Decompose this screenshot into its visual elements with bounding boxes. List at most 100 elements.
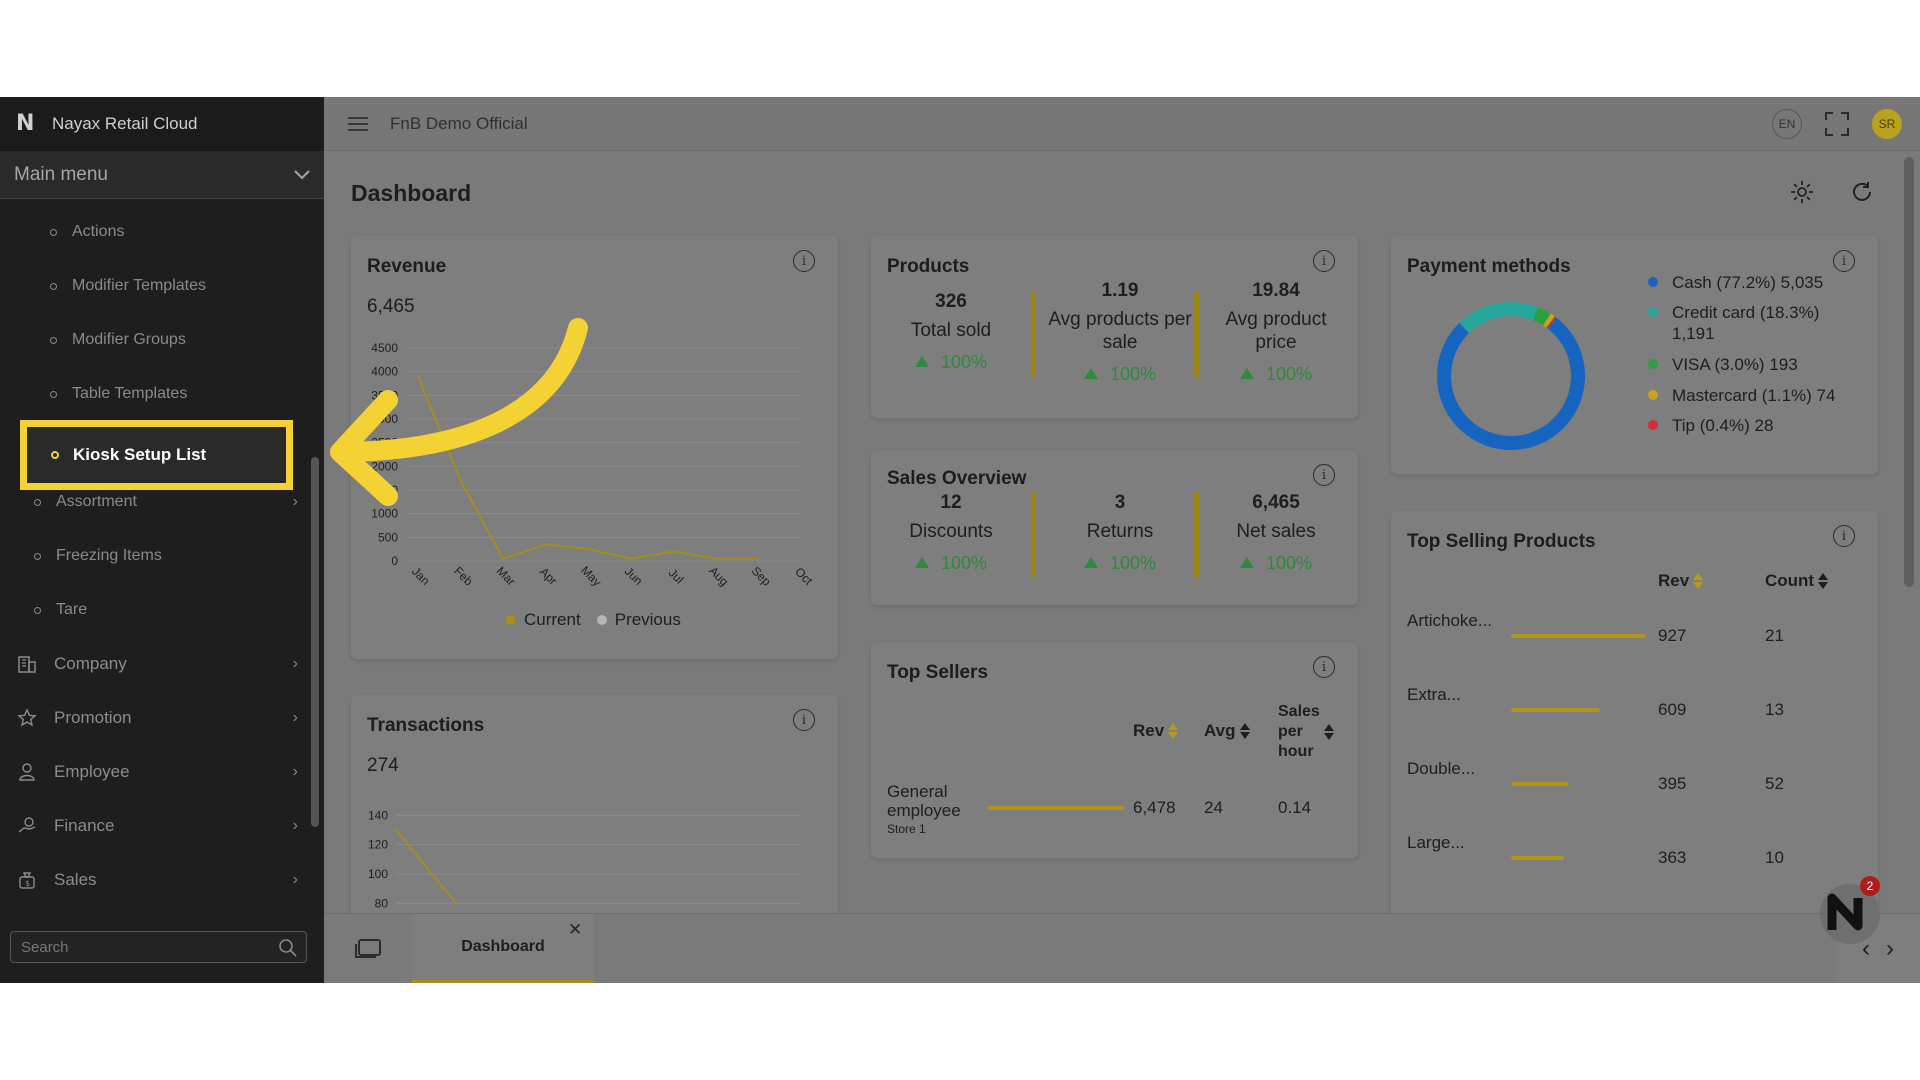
chevron-left-icon[interactable]: ‹ [1862, 935, 1870, 962]
info-icon[interactable]: i [1833, 525, 1855, 547]
sidebar-item-employee[interactable]: Employee › [0, 745, 310, 799]
info-icon[interactable]: i [1313, 656, 1335, 678]
menu-item-modifier-groups[interactable]: Modifier Groups [0, 313, 310, 367]
menu-item-kiosk-setup-list[interactable]: Kiosk Setup List [20, 420, 293, 490]
chevron-right-icon: › [292, 763, 298, 780]
sidebar-scrollbar[interactable] [311, 457, 319, 827]
product-rev-bar [1511, 782, 1569, 786]
search-icon[interactable] [278, 938, 298, 958]
stat-avg-product-price: 19.84 Avg product price 100% [1225, 280, 1327, 384]
chevron-right-icon[interactable]: › [1886, 935, 1894, 962]
sidebar-item-label: Sales [54, 870, 97, 889]
bullet-icon [34, 498, 41, 506]
donut-slice [1543, 313, 1555, 328]
legend-credit-card[interactable]: Credit card (18.3%) 1,191 [1648, 302, 1858, 344]
seller-rev: 6,478 [1133, 798, 1176, 817]
x-tick-label: Aug [706, 564, 731, 589]
main-menu-toggle[interactable]: Main menu [0, 151, 324, 199]
gear-icon[interactable] [1790, 180, 1814, 204]
user-avatar[interactable]: SR [1872, 109, 1902, 139]
column-header-count[interactable]: Count [1765, 571, 1829, 591]
refresh-icon[interactable] [1850, 180, 1874, 204]
sidebar-item-finance[interactable]: Finance › [0, 799, 310, 853]
x-tick-label: May [578, 563, 604, 589]
series-line-current [395, 829, 457, 904]
seller-store: Store 1 [887, 822, 926, 836]
menu-item-label: Table Templates [72, 385, 188, 402]
top-bar: FnB Demo Official EN SR [324, 97, 1920, 151]
up-arrow-icon [1083, 368, 1098, 379]
product-rev: 927 [1658, 626, 1687, 645]
windows-icon[interactable] [354, 938, 382, 960]
sort-icon [1693, 573, 1704, 589]
x-tick-label: Mar [494, 564, 519, 589]
info-icon[interactable]: i [1313, 464, 1335, 486]
donut-slice [1546, 316, 1557, 329]
sidebar-item-company[interactable]: Company › [0, 637, 310, 691]
sidebar-item-label: Company [54, 654, 127, 673]
sort-icon [1818, 573, 1829, 589]
info-icon[interactable]: i [1313, 250, 1335, 272]
column-header-avg[interactable]: Avg [1204, 721, 1250, 741]
stat-divider [1194, 292, 1199, 378]
product-rev: 395 [1658, 774, 1687, 793]
menu-item-assortment[interactable]: Assortment › [0, 475, 310, 529]
stat-divider [1194, 492, 1199, 578]
sidebar-item-label: Employee [54, 762, 130, 781]
column-header-rev[interactable]: Rev [1658, 571, 1704, 591]
menu-item-freezing-items[interactable]: Freezing Items [0, 529, 310, 583]
donut-slice [1437, 317, 1585, 450]
y-tick-label: 4500 [371, 341, 398, 355]
chevron-down-icon [294, 169, 310, 179]
sidebar-search-input[interactable]: Search [10, 931, 307, 963]
tab-bar: Dashboard ✕ ‹ › 2 [324, 876, 1920, 983]
sidebar-item-promotion[interactable]: Promotion › [0, 691, 310, 745]
stat-total-sold: 326 Total sold 100% [910, 291, 992, 372]
menu-item-modifier-templates[interactable]: Modifier Templates [0, 259, 310, 313]
column-header-rev[interactable]: Rev [1133, 721, 1179, 741]
y-tick-label: 1000 [371, 507, 398, 521]
menu-item-label: Actions [72, 223, 125, 240]
top-sellers-card: Top Sellers i Rev Avg Sales per hour Gen… [871, 642, 1358, 858]
top-sellers-title: Top Sellers [887, 662, 989, 683]
revenue-legend: Current Previous [506, 610, 681, 630]
legend-mastercard[interactable]: Mastercard (1.1%) 74 [1648, 385, 1835, 406]
y-tick-label: 140 [368, 808, 388, 822]
hamburger-menu-icon[interactable] [348, 113, 368, 135]
menu-item-label: Modifier Templates [72, 277, 206, 294]
legend-current[interactable]: Current [506, 610, 581, 630]
close-icon[interactable]: ✕ [568, 920, 583, 939]
legend-previous[interactable]: Previous [596, 610, 681, 630]
fullscreen-icon[interactable] [1824, 111, 1850, 137]
language-selector[interactable]: EN [1772, 109, 1802, 139]
page-title: Dashboard [351, 180, 472, 206]
store-name[interactable]: FnB Demo Official [390, 113, 528, 133]
info-icon[interactable]: i [1833, 250, 1855, 272]
info-icon[interactable]: i [793, 250, 815, 272]
tab-dashboard[interactable]: Dashboard [412, 914, 594, 983]
menu-item-table-templates[interactable]: Table Templates [0, 367, 310, 421]
product-rev-bar [1511, 856, 1564, 860]
sidebar-item-label: Finance [54, 816, 115, 835]
column-header-sales-per-hour[interactable]: Sales per hour [1278, 702, 1336, 762]
legend-visa[interactable]: VISA (3.0%) 193 [1648, 354, 1798, 375]
x-tick-label: Apr [537, 565, 560, 588]
legend-cash[interactable]: Cash (77.2%) 5,035 [1648, 272, 1823, 293]
menu-item-actions[interactable]: Actions [0, 205, 310, 259]
sidebar-item-sales[interactable]: $ Sales › [0, 853, 310, 907]
brand-header[interactable]: N Nayax Retail Cloud [0, 97, 324, 151]
legend-tip[interactable]: Tip (0.4%) 28 [1648, 415, 1773, 436]
page-scrollbar[interactable] [1904, 157, 1914, 587]
search-placeholder: Search [21, 938, 69, 956]
y-tick-label: 2000 [371, 459, 398, 473]
sort-icon [1239, 723, 1250, 739]
menu-item-label: Freezing Items [56, 547, 162, 564]
up-arrow-icon [1083, 557, 1098, 568]
menu-item-tare[interactable]: Tare [0, 583, 310, 637]
y-tick-label: 2500 [371, 436, 398, 450]
bullet-icon [50, 336, 57, 344]
up-arrow-icon [1239, 557, 1254, 568]
nayax-assistant-icon[interactable] [1818, 882, 1882, 946]
products-card: Products i 326 Total sold 100% 1.19 Avg pro… [871, 236, 1358, 418]
info-icon[interactable]: i [793, 709, 815, 731]
